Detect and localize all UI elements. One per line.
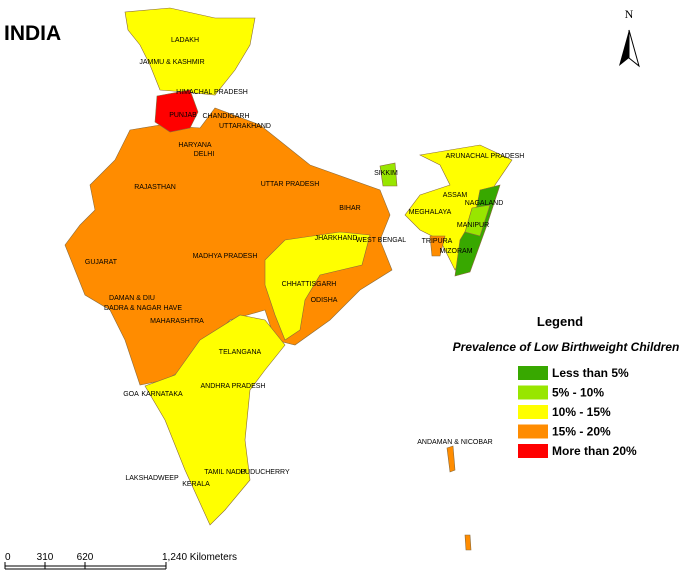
legend: Legend Prevalence of Low Birthweight Chi… — [453, 314, 680, 458]
north-label: N — [625, 7, 634, 21]
state-label: TRIPURA — [422, 238, 453, 245]
legend-swatch — [518, 366, 548, 380]
state-label: ARUNACHAL PRADESH — [446, 153, 525, 160]
state-label: ANDAMAN & NICOBAR — [417, 439, 492, 446]
state-label: HIMACHAL PRADESH — [176, 89, 248, 96]
legend-label: 10% - 15% — [552, 405, 611, 419]
state-label: ODISHA — [311, 297, 338, 304]
region-nicobar — [464, 534, 472, 551]
scale-label: 310 — [37, 552, 54, 563]
legend-title: Legend — [537, 314, 583, 329]
map: LADAKH JAMMU & KASHMIR HIMACHAL PRADESH … — [64, 7, 525, 551]
region-punjab — [154, 89, 199, 133]
state-label: MIZORAM — [439, 248, 472, 255]
legend-swatch — [518, 424, 548, 439]
state-label: JHARKHAND — [315, 235, 358, 242]
state-label: MANIPUR — [457, 222, 489, 229]
state-label: MADHYA PRADESH — [193, 253, 258, 260]
state-label: TELANGANA — [219, 349, 262, 356]
state-label: CHANDIGARH — [202, 113, 249, 120]
state-label: JAMMU & KASHMIR — [139, 59, 204, 66]
state-label: WEST BENGAL — [356, 237, 407, 244]
state-label: ASSAM — [443, 192, 468, 199]
region-south — [144, 314, 286, 526]
map-title: INDIA — [4, 22, 61, 45]
region-manipur — [464, 204, 491, 237]
north-arrow: N — [619, 7, 640, 68]
region-andaman — [446, 445, 456, 473]
state-label: DADRA & NAGAR HAVE — [104, 305, 182, 312]
scale-bar: 0 310 620 1,240 Kilometers — [4, 552, 237, 570]
legend-label: Less than 5% — [552, 366, 629, 380]
scale-label: 1,240 Kilometers — [162, 552, 237, 563]
legend-subtitle: Prevalence of Low Birthweight Children — [453, 340, 680, 354]
legend-label: 5% - 10% — [552, 386, 604, 400]
arrow-left — [619, 30, 629, 66]
state-label: GUJARAT — [85, 259, 118, 266]
legend-swatch — [518, 385, 548, 400]
state-label: PUDUCHERRY — [240, 469, 290, 476]
state-label: CHHATTISGARH — [282, 281, 337, 288]
legend-swatch — [518, 444, 548, 458]
region-east — [264, 231, 371, 341]
state-label: KERALA — [182, 481, 210, 488]
region-sikkim — [379, 162, 398, 187]
state-label: LADAKH — [171, 37, 199, 44]
legend-label: 15% - 20% — [552, 425, 611, 439]
state-label: RAJASTHAN — [134, 184, 176, 191]
state-label: LAKSHADWEEP — [125, 475, 179, 482]
state-label: NAGALAND — [465, 200, 504, 207]
legend-swatch — [518, 405, 548, 419]
region-northeast — [404, 144, 513, 271]
state-label: SIKKIM — [374, 170, 398, 177]
state-label: PUNJAB — [169, 112, 197, 119]
region-central — [64, 107, 393, 386]
state-label: KARNATAKA — [141, 391, 183, 398]
arrow-right — [628, 29, 640, 68]
state-label: GOA — [123, 391, 139, 398]
scale-label: 0 — [5, 552, 11, 563]
state-label: HARYANA — [178, 142, 212, 149]
scale-label: 620 — [77, 552, 94, 563]
region-tripura — [429, 235, 446, 257]
state-label: BIHAR — [339, 205, 360, 212]
state-label: DELHI — [194, 151, 215, 158]
state-label: MAHARASHTRA — [150, 318, 204, 325]
region-north — [124, 7, 256, 96]
state-label: ANDHRA PRADESH — [201, 383, 266, 390]
state-label: MEGHALAYA — [409, 209, 452, 216]
state-label: UTTAR PRADESH — [261, 181, 320, 188]
state-label: TAMIL NADU — [204, 469, 246, 476]
legend-label: More than 20% — [552, 444, 637, 458]
state-label: UTTARAKHAND — [219, 123, 271, 130]
state-label: DAMAN & DIU — [109, 295, 155, 302]
